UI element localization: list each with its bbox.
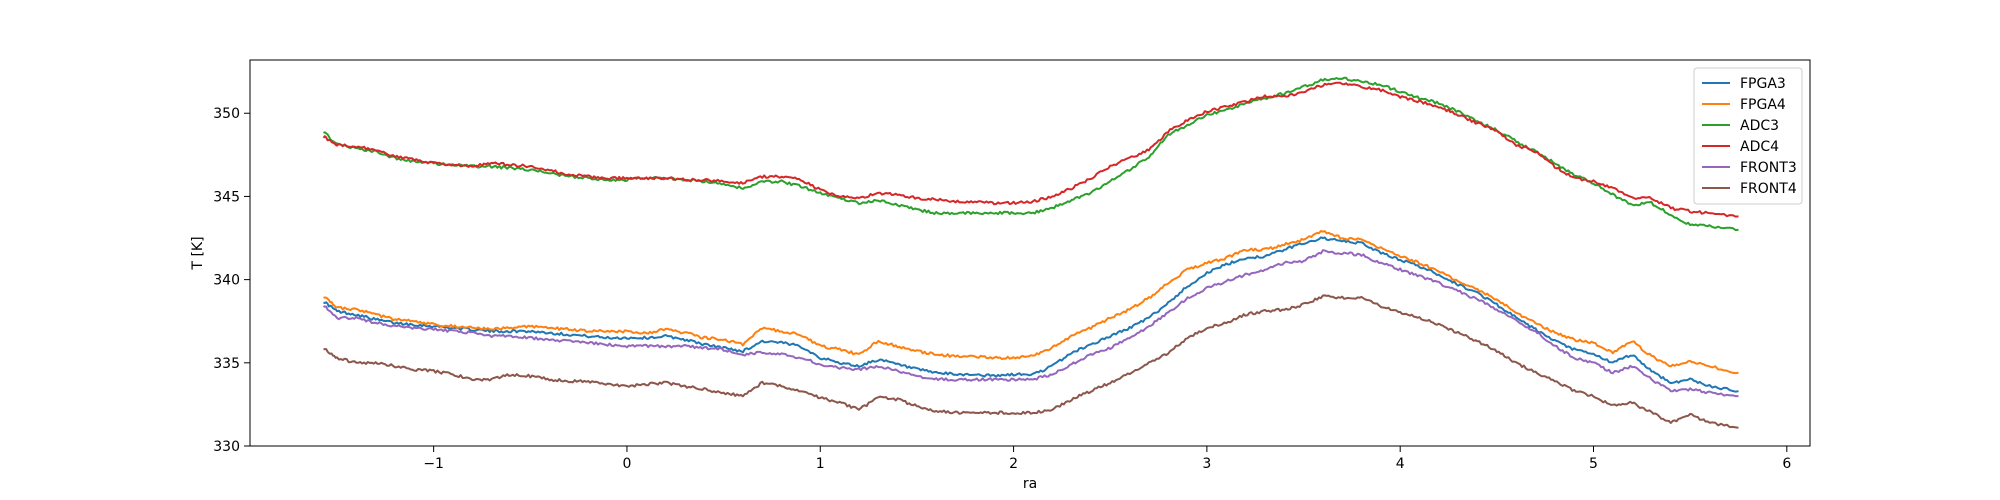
series-line-adc4 bbox=[322, 81, 1739, 218]
x-tick-label: 1 bbox=[816, 456, 825, 472]
legend-label: ADC4 bbox=[1740, 139, 1779, 155]
series-line-adc3 bbox=[323, 76, 1739, 232]
y-tick-label: 345 bbox=[213, 189, 240, 205]
axes-frame bbox=[249, 59, 1811, 447]
legend-label: FPGA4 bbox=[1740, 97, 1786, 113]
legend: FPGA3 FPGA4 ADC3 ADC4 FRONT3 FRONT4 bbox=[1693, 67, 1803, 205]
plot-area bbox=[322, 76, 1739, 429]
legend-label: FPGA3 bbox=[1740, 76, 1786, 92]
series-line-front4 bbox=[323, 294, 1739, 429]
y-tick-label: 340 bbox=[213, 273, 240, 289]
series-line-fpga4 bbox=[323, 230, 1739, 375]
legend-box bbox=[1693, 67, 1803, 205]
x-tick-label: 4 bbox=[1396, 456, 1405, 472]
y-tick-label: 335 bbox=[213, 356, 240, 372]
x-tick-label: −1 bbox=[423, 456, 444, 472]
y-tick-label: 350 bbox=[213, 106, 240, 122]
x-tick-label: 3 bbox=[1202, 456, 1211, 472]
legend-label: FRONT4 bbox=[1740, 181, 1797, 197]
series-line-front3 bbox=[322, 249, 1739, 398]
x-tick-label: 0 bbox=[622, 456, 631, 472]
y-tick-label: 330 bbox=[213, 439, 240, 455]
y-axis-label: T [K] bbox=[190, 236, 206, 270]
y-axis: 330 335 340 345 350 bbox=[213, 106, 250, 455]
x-tick-label: 5 bbox=[1589, 456, 1598, 472]
x-tick-label: 6 bbox=[1782, 456, 1791, 472]
x-tick-label: 2 bbox=[1009, 456, 1018, 472]
x-axis: −1 0 1 2 3 4 5 6 bbox=[423, 446, 1791, 472]
series-line-fpga3 bbox=[323, 236, 1739, 393]
legend-label: FRONT3 bbox=[1740, 160, 1797, 176]
x-axis-label: ra bbox=[1023, 476, 1037, 492]
legend-label: ADC3 bbox=[1740, 118, 1779, 134]
